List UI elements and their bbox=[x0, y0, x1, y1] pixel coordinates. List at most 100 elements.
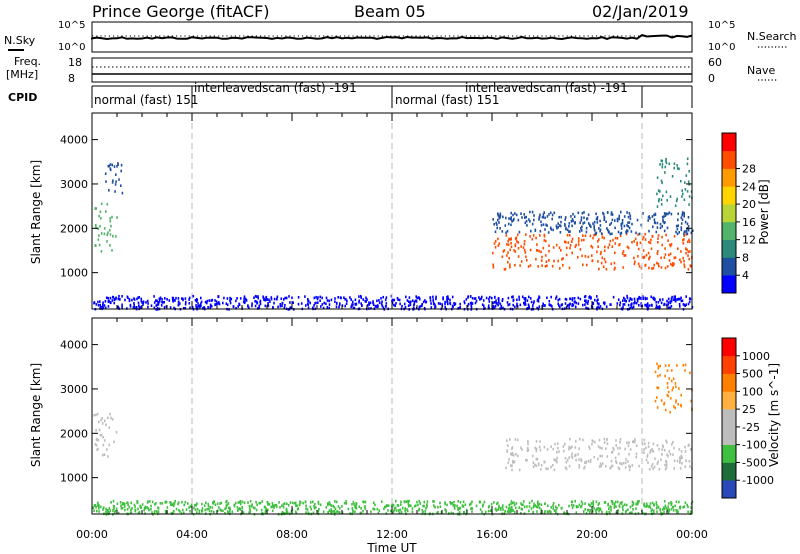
scatter-cell bbox=[106, 233, 108, 237]
scatter-cell bbox=[669, 243, 671, 247]
scatter-cell bbox=[665, 233, 667, 237]
scatter-cell bbox=[252, 506, 255, 509]
scatter-cell bbox=[542, 304, 544, 307]
scatter-cell bbox=[233, 504, 236, 508]
scatter-cell bbox=[462, 500, 465, 504]
scatter-cell bbox=[589, 295, 591, 298]
scatter-cell bbox=[546, 215, 549, 218]
scatter-cell bbox=[100, 232, 103, 235]
scatter-cell bbox=[313, 304, 315, 307]
scatter-cell bbox=[123, 502, 125, 506]
scatter-cell bbox=[668, 450, 671, 453]
scatter-cell bbox=[527, 448, 530, 452]
scatter-cell bbox=[169, 306, 172, 309]
scatter-cell bbox=[625, 458, 627, 461]
scatter-cell bbox=[534, 463, 536, 467]
scatter-cell bbox=[97, 501, 99, 505]
scatter-cell bbox=[264, 511, 267, 514]
scatter-cell bbox=[104, 300, 107, 303]
scatter-cell bbox=[680, 456, 682, 460]
scatter-cell bbox=[376, 299, 378, 303]
scatter-cell bbox=[143, 508, 145, 512]
scatter-cell bbox=[544, 460, 546, 464]
scatter-cell bbox=[282, 503, 285, 506]
scatter-cell bbox=[93, 509, 95, 513]
scatter-cell bbox=[540, 250, 542, 254]
scatter-cell bbox=[366, 298, 368, 301]
scatter-cell bbox=[107, 231, 109, 234]
scatter-cell bbox=[680, 450, 683, 453]
scatter-cell bbox=[532, 301, 535, 305]
scatter-cell bbox=[674, 256, 677, 259]
scatter-cell bbox=[195, 504, 197, 507]
scatter-cell bbox=[98, 428, 101, 432]
scatter-cell bbox=[515, 502, 518, 505]
scatter-cell bbox=[513, 460, 516, 463]
scatter-cell bbox=[95, 244, 97, 247]
scatter-cell bbox=[98, 234, 100, 237]
scatter-cell bbox=[400, 511, 403, 515]
scatter-cell bbox=[463, 301, 466, 305]
scatter-cell bbox=[528, 505, 531, 508]
scatter-cell bbox=[285, 507, 288, 511]
scatter-cell bbox=[265, 296, 267, 300]
scatter-cell bbox=[604, 245, 606, 249]
scatter-cell bbox=[618, 504, 621, 508]
scatter-cell bbox=[509, 510, 512, 513]
scatter-cell bbox=[360, 507, 362, 510]
scatter-cell bbox=[668, 162, 671, 166]
scatter-cell bbox=[531, 210, 534, 214]
scatter-cell bbox=[628, 212, 631, 215]
scatter-cell bbox=[684, 188, 687, 191]
scatter-cell bbox=[538, 218, 540, 221]
scatter-cell bbox=[137, 507, 139, 511]
scatter-cell bbox=[661, 448, 663, 451]
scatter-cell bbox=[341, 505, 343, 508]
scatter-cell bbox=[638, 295, 640, 299]
scatter-cell bbox=[284, 304, 286, 307]
scatter-cell bbox=[140, 506, 142, 509]
scatter-cell bbox=[268, 298, 270, 302]
scatter-cell bbox=[111, 418, 114, 421]
scatter-cell bbox=[673, 256, 676, 260]
scatter-cell bbox=[487, 304, 490, 307]
scatter-cell bbox=[109, 509, 112, 512]
scatter-cell bbox=[507, 243, 510, 246]
scatter-cell bbox=[577, 505, 579, 509]
scatter-cell bbox=[624, 447, 626, 451]
scatter-cell bbox=[601, 447, 603, 450]
scatter-cell bbox=[384, 505, 387, 509]
scatter-cell bbox=[647, 251, 650, 255]
scatter-cell bbox=[526, 449, 529, 453]
scatter-cell bbox=[550, 445, 552, 448]
scatter-cell bbox=[592, 504, 594, 508]
scatter-cell bbox=[668, 211, 671, 214]
scatter-cell bbox=[673, 446, 675, 450]
scatter-cell bbox=[501, 230, 504, 233]
scatter-cell bbox=[113, 301, 115, 305]
scatter-cell bbox=[256, 301, 258, 305]
time-tick-label-0: 00:00 bbox=[76, 528, 108, 541]
scatter-cell bbox=[497, 303, 499, 307]
scatter-cell bbox=[121, 295, 123, 298]
scatter-cell bbox=[338, 507, 341, 510]
scatter-cell bbox=[163, 306, 166, 309]
scatter-cell bbox=[684, 363, 687, 367]
scatter-cell bbox=[108, 506, 111, 510]
scatter-cell bbox=[390, 509, 392, 513]
scatter-cell bbox=[397, 504, 400, 507]
scatter-cell bbox=[406, 299, 409, 302]
scatter-cell bbox=[587, 255, 590, 259]
scatter-cell bbox=[492, 266, 495, 269]
scatter-cell bbox=[526, 505, 528, 508]
scatter-cell bbox=[418, 499, 420, 503]
station-title: Prince George (fitACF) bbox=[92, 2, 270, 21]
scatter-cell bbox=[615, 500, 617, 504]
scatter-cell bbox=[198, 304, 201, 307]
scatter-cell bbox=[620, 223, 622, 226]
scatter-cell bbox=[579, 437, 581, 441]
scatter-cell bbox=[96, 509, 98, 513]
scatter-cell bbox=[664, 374, 666, 378]
scatter-cell bbox=[656, 176, 659, 179]
scatter-cell bbox=[337, 510, 339, 514]
